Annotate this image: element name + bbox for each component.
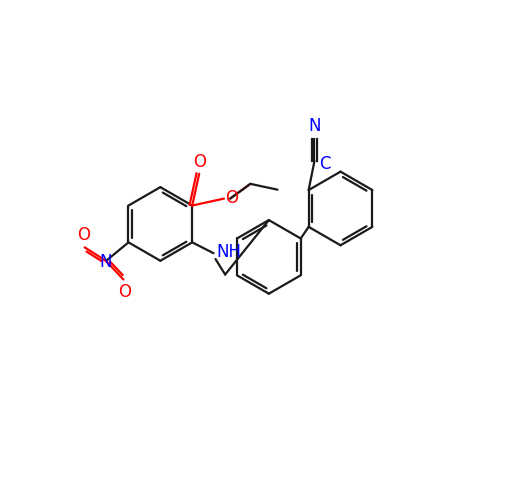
Text: C: C: [319, 155, 330, 173]
Text: O: O: [118, 283, 131, 302]
Text: N: N: [100, 253, 112, 271]
Text: O: O: [193, 152, 206, 171]
Text: NH: NH: [216, 243, 241, 261]
Text: O: O: [225, 189, 238, 207]
Text: N: N: [308, 118, 321, 135]
Text: O: O: [78, 226, 90, 243]
